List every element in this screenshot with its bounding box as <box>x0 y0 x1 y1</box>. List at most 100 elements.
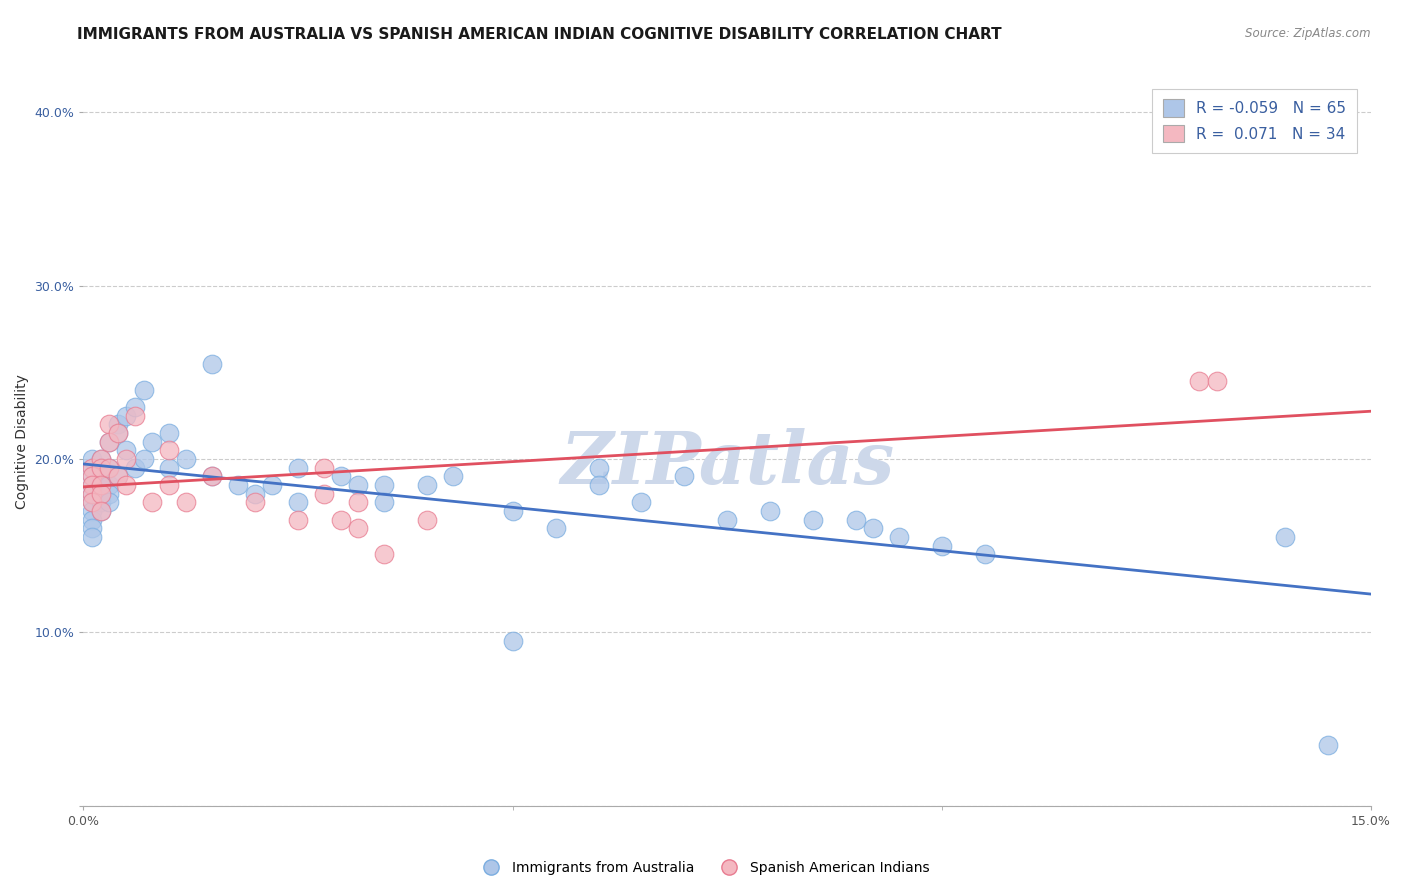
Point <box>98 417 121 432</box>
Point <box>80 495 103 509</box>
Point <box>176 495 198 509</box>
Point <box>287 460 309 475</box>
Point <box>287 495 309 509</box>
Point <box>201 357 224 371</box>
Point <box>373 495 395 509</box>
Point <box>801 513 824 527</box>
Point <box>124 409 146 423</box>
Point <box>90 486 112 500</box>
Point <box>90 460 112 475</box>
Point <box>544 521 567 535</box>
Point <box>90 452 112 467</box>
Point <box>347 478 370 492</box>
Point <box>287 513 309 527</box>
Point <box>132 452 155 467</box>
Point <box>80 452 103 467</box>
Point <box>124 460 146 475</box>
Point <box>416 478 439 492</box>
Point <box>90 478 112 492</box>
Point <box>862 521 884 535</box>
Point <box>124 400 146 414</box>
Point <box>141 495 163 509</box>
Point <box>887 530 910 544</box>
Point <box>330 469 353 483</box>
Point <box>107 417 129 432</box>
Point <box>330 513 353 527</box>
Point <box>98 460 121 475</box>
Point <box>115 443 138 458</box>
Point <box>98 486 121 500</box>
Point <box>1274 530 1296 544</box>
Point <box>243 486 266 500</box>
Point <box>80 530 103 544</box>
Point <box>90 460 112 475</box>
Text: ZIPatlas: ZIPatlas <box>560 428 894 499</box>
Point <box>80 486 103 500</box>
Point <box>98 460 121 475</box>
Point <box>630 495 652 509</box>
Point <box>90 504 112 518</box>
Point <box>80 469 103 483</box>
Point <box>80 460 103 475</box>
Point <box>262 478 284 492</box>
Point <box>931 539 953 553</box>
Text: Source: ZipAtlas.com: Source: ZipAtlas.com <box>1246 27 1371 40</box>
Point <box>157 478 180 492</box>
Point <box>759 504 782 518</box>
Point <box>157 460 180 475</box>
Point <box>98 495 121 509</box>
Point <box>588 478 610 492</box>
Point <box>157 443 180 458</box>
Point <box>312 460 335 475</box>
Point <box>845 513 868 527</box>
Point <box>98 478 121 492</box>
Point <box>115 478 138 492</box>
Point <box>243 495 266 509</box>
Point <box>80 521 103 535</box>
Y-axis label: Cognitive Disability: Cognitive Disability <box>15 375 30 509</box>
Point <box>502 504 524 518</box>
Point <box>115 452 138 467</box>
Legend: Immigrants from Australia, Spanish American Indians: Immigrants from Australia, Spanish Ameri… <box>471 855 935 880</box>
Point <box>312 486 335 500</box>
Point <box>90 495 112 509</box>
Point <box>107 425 129 440</box>
Point <box>80 486 103 500</box>
Legend: R = -0.059   N = 65, R =  0.071   N = 34: R = -0.059 N = 65, R = 0.071 N = 34 <box>1152 88 1357 153</box>
Point <box>115 409 138 423</box>
Point <box>80 478 103 492</box>
Point <box>347 521 370 535</box>
Point <box>80 495 103 509</box>
Point <box>80 469 103 483</box>
Point <box>973 548 995 562</box>
Point <box>107 469 129 483</box>
Point <box>90 478 112 492</box>
Point <box>588 460 610 475</box>
Point <box>373 478 395 492</box>
Point <box>373 548 395 562</box>
Point <box>201 469 224 483</box>
Point <box>1205 374 1227 388</box>
Point <box>80 478 103 492</box>
Point <box>201 469 224 483</box>
Point <box>673 469 696 483</box>
Point <box>157 425 180 440</box>
Point <box>716 513 738 527</box>
Point <box>80 513 103 527</box>
Point <box>90 469 112 483</box>
Point <box>416 513 439 527</box>
Point <box>90 504 112 518</box>
Point <box>98 434 121 449</box>
Point <box>347 495 370 509</box>
Point <box>107 469 129 483</box>
Text: IMMIGRANTS FROM AUSTRALIA VS SPANISH AMERICAN INDIAN COGNITIVE DISABILITY CORREL: IMMIGRANTS FROM AUSTRALIA VS SPANISH AME… <box>77 27 1002 42</box>
Point <box>176 452 198 467</box>
Point <box>80 504 103 518</box>
Point <box>441 469 464 483</box>
Point <box>80 460 103 475</box>
Point <box>107 425 129 440</box>
Point <box>90 486 112 500</box>
Point <box>226 478 249 492</box>
Point <box>141 434 163 449</box>
Point <box>90 452 112 467</box>
